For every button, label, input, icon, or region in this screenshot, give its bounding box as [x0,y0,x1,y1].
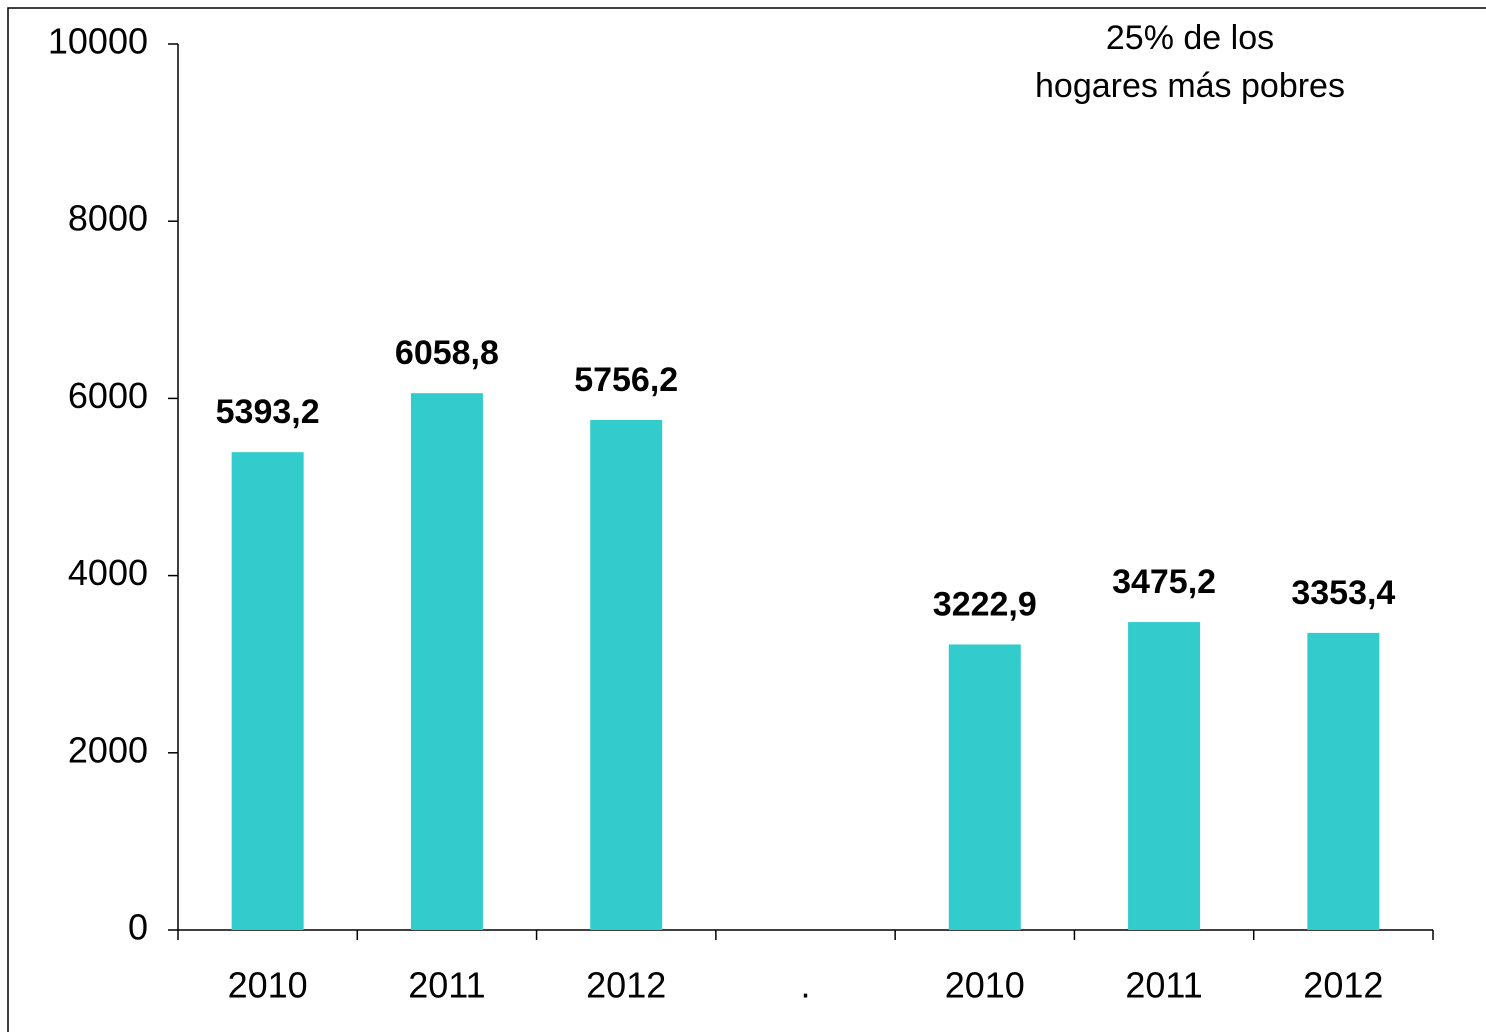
x-tick-label: 2012 [586,965,666,1006]
x-tick-label: 2011 [408,965,485,1006]
annotation: 25% de los [1106,19,1274,57]
annotation: hogares más pobres [1035,67,1345,105]
y-tick-label: 0 [128,907,148,948]
bar [1128,622,1201,930]
value-label: 3475,2 [1112,563,1216,601]
value-label: 3353,4 [1291,574,1395,612]
value-label: 6058,8 [395,334,499,372]
x-tick-label: 2010 [228,965,308,1006]
x-tick-label: 2010 [945,965,1025,1006]
bar [231,452,304,930]
bar [410,393,483,930]
y-tick-label: 6000 [68,375,148,416]
value-label: 5393,2 [216,393,320,431]
x-tick-label: . [800,965,810,1006]
frame [7,7,1486,1032]
y-tick-label: 4000 [68,552,148,593]
y-tick-label: 2000 [68,729,148,770]
bar [948,644,1021,930]
y-tick-label: 10000 [48,21,148,62]
bar [1307,632,1380,930]
x-tick-label: 2012 [1303,965,1383,1006]
bar [590,420,663,930]
x-tick-label: 2011 [1125,965,1202,1006]
y-tick-label: 8000 [68,198,148,239]
value-label: 3222,9 [933,585,1037,623]
value-label: 5756,2 [574,361,678,399]
